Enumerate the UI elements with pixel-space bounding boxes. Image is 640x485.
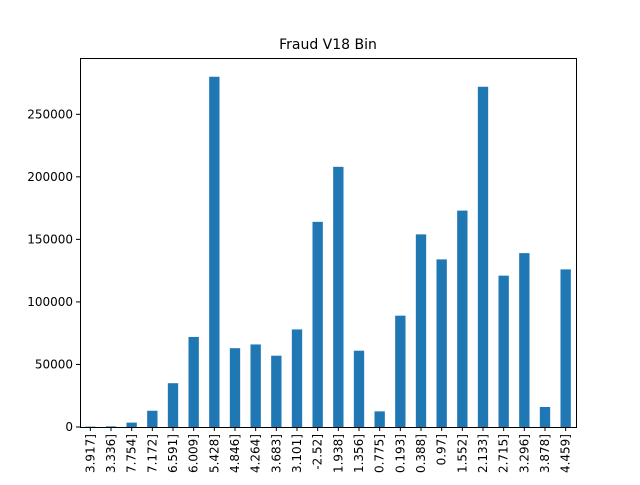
x-tick-label-18: 1.552] <box>455 434 469 473</box>
bar-18 <box>457 211 467 427</box>
y-tick-label-3: 150000 <box>27 232 73 246</box>
y-axis: 0 50000 100000 150000 200000 250000 <box>27 107 80 434</box>
bar-1 <box>106 426 116 427</box>
x-tick-label-6: 5.428] <box>207 434 221 473</box>
y-tick-label-5: 250000 <box>27 107 73 121</box>
bars-group <box>85 77 571 427</box>
bar-23 <box>561 269 571 427</box>
bar-5 <box>189 337 199 427</box>
bar-2 <box>127 423 137 427</box>
bar-15 <box>395 316 405 427</box>
y-tick-label-1: 50000 <box>35 357 73 371</box>
bar-12 <box>333 167 343 427</box>
x-tick-label-2: 7.754] <box>125 434 139 473</box>
x-tick-label-4: 6.591] <box>166 434 180 473</box>
x-tick-label-8: 4.264] <box>249 434 263 473</box>
x-tick-label-16: 0.388] <box>414 434 428 473</box>
x-tick-label-7: 4.846] <box>228 434 242 473</box>
x-tick-label-22: 3.878] <box>538 434 552 473</box>
y-tick-label-0: 0 <box>65 420 73 434</box>
bar-11 <box>313 222 323 427</box>
bar-8 <box>251 344 261 427</box>
x-tick-label-0: 3.917] <box>83 434 97 473</box>
x-tick-label-14: 0.775] <box>373 434 387 473</box>
y-tick-label-2: 100000 <box>27 295 73 309</box>
x-axis: 3.917] 3.336] 7.754] 7.172] 6.591] 6.009] 5.42… <box>83 427 572 473</box>
bar-6 <box>209 77 219 427</box>
bar-21 <box>519 253 529 427</box>
bar-17 <box>437 259 447 427</box>
bar-19 <box>478 87 488 427</box>
chart-title: Fraud V18 Bin <box>279 37 377 53</box>
y-tick-label-4: 200000 <box>27 170 73 184</box>
bar-3 <box>147 411 157 427</box>
bar-14 <box>375 411 385 427</box>
x-tick-label-15: 0.193] <box>393 434 407 473</box>
x-tick-label-19: 2.133] <box>476 434 490 473</box>
x-tick-label-12: 1.938] <box>331 434 345 473</box>
x-tick-label-21: 3.296] <box>517 434 531 473</box>
x-tick-label-9: 3.683] <box>269 434 283 473</box>
bar-4 <box>168 383 178 427</box>
bar-20 <box>499 276 509 427</box>
x-tick-label-1: 3.336] <box>104 434 118 473</box>
x-tick-label-10: 3.101] <box>290 434 304 473</box>
x-tick-label-13: 1.356] <box>352 434 366 473</box>
x-tick-label-3: 7.172] <box>145 434 159 473</box>
bar-16 <box>416 234 426 427</box>
bar-10 <box>292 329 302 427</box>
x-tick-label-17: 0.97] <box>435 434 449 465</box>
bar-7 <box>230 348 240 427</box>
x-tick-label-11: -2.52] <box>311 434 325 470</box>
bar-13 <box>354 351 364 427</box>
x-tick-label-20: 2.715] <box>497 434 511 473</box>
x-tick-label-23: 4.459] <box>559 434 573 473</box>
bar-22 <box>540 407 550 427</box>
x-tick-label-5: 6.009] <box>187 434 201 473</box>
bar-9 <box>271 356 281 427</box>
